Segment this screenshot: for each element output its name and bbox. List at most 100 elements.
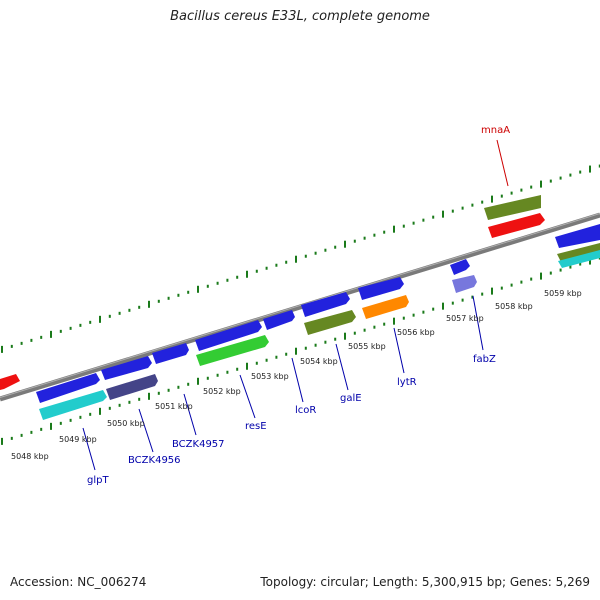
scale-label: 5055 kbp xyxy=(348,342,386,351)
minor-tick xyxy=(559,176,562,180)
minor-tick xyxy=(383,230,386,234)
gene-label: lcoR xyxy=(295,405,316,416)
minor-tick xyxy=(451,209,454,213)
scale-label: 5054 kbp xyxy=(300,357,338,366)
minor-tick xyxy=(412,221,415,225)
major-tick xyxy=(491,287,493,295)
major-tick xyxy=(442,302,444,310)
minor-tick xyxy=(569,265,572,269)
minor-tick xyxy=(226,278,229,282)
minor-tick xyxy=(422,310,425,314)
minor-tick xyxy=(285,260,288,264)
scale-label-group: 5048 kbp 5049 kbp 5050 kbp 5051 kbp 5052… xyxy=(11,289,582,461)
minor-tick xyxy=(40,427,43,431)
minor-tick xyxy=(598,164,600,168)
minor-tick xyxy=(402,224,405,228)
minor-tick xyxy=(236,367,239,371)
gene-label-highlighted: mnaA xyxy=(481,125,510,136)
minor-tick xyxy=(128,308,131,312)
minor-tick xyxy=(520,280,523,284)
gene-label: lytR xyxy=(397,377,417,388)
gene-feature xyxy=(39,390,107,420)
minor-tick xyxy=(353,239,356,243)
minor-tick xyxy=(549,271,552,275)
major-tick xyxy=(344,332,346,340)
major-tick xyxy=(148,392,150,400)
gene-label: BCZK4956 xyxy=(128,455,181,466)
minor-tick xyxy=(20,341,23,345)
minor-tick xyxy=(216,373,219,377)
minor-tick xyxy=(432,215,435,219)
minor-tick xyxy=(500,286,503,290)
scale-label: 5053 kbp xyxy=(251,372,289,381)
minor-tick xyxy=(412,313,415,317)
minor-tick xyxy=(579,170,582,174)
scale-label: 5056 kbp xyxy=(397,328,435,337)
upper-tick-track xyxy=(1,164,600,353)
gene-feature xyxy=(557,243,600,262)
gene-feature xyxy=(362,295,409,319)
minor-tick xyxy=(138,305,141,309)
minor-tick xyxy=(89,412,92,416)
minor-tick xyxy=(422,218,425,222)
minor-tick xyxy=(363,328,366,332)
major-tick xyxy=(589,165,591,173)
accession-text: Accession: NC_006274 xyxy=(10,575,147,589)
gene-feature xyxy=(452,275,477,293)
major-tick xyxy=(50,422,52,430)
genome-backbone-highlight xyxy=(0,213,600,398)
scale-label: 5052 kbp xyxy=(203,387,241,396)
minor-tick xyxy=(432,307,435,311)
major-tick xyxy=(246,270,248,278)
map-title: Bacillus cereus E33L, complete genome xyxy=(170,9,430,24)
minor-tick xyxy=(118,403,121,407)
minor-tick xyxy=(353,331,356,335)
minor-tick xyxy=(157,391,160,395)
minor-tick xyxy=(530,185,533,189)
minor-tick xyxy=(383,322,386,326)
minor-tick xyxy=(79,415,82,419)
gene-label: fabZ xyxy=(473,354,496,365)
minor-tick xyxy=(275,355,278,359)
minor-tick xyxy=(108,314,111,318)
minor-tick xyxy=(177,385,180,389)
minor-tick xyxy=(69,418,72,422)
minor-tick xyxy=(510,283,513,287)
minor-tick xyxy=(255,269,258,273)
minor-tick xyxy=(402,316,405,320)
gene-label: glpT xyxy=(87,475,109,486)
minor-tick xyxy=(314,343,317,347)
minor-tick xyxy=(500,194,503,198)
minor-tick xyxy=(255,361,258,365)
major-tick xyxy=(491,195,493,203)
minor-tick xyxy=(285,352,288,356)
gene-feature xyxy=(358,277,404,300)
major-tick xyxy=(344,240,346,248)
gene-feature xyxy=(0,374,20,390)
scale-label: 5051 kbp xyxy=(155,402,193,411)
major-tick xyxy=(246,362,248,370)
minor-tick xyxy=(530,277,533,281)
minor-tick xyxy=(59,329,62,333)
minor-tick xyxy=(236,275,239,279)
minor-tick xyxy=(187,382,190,386)
minor-tick xyxy=(167,388,170,392)
gene-label: galE xyxy=(340,393,362,404)
minor-tick xyxy=(324,248,327,252)
gene-feature xyxy=(304,310,356,335)
major-tick xyxy=(295,347,297,355)
minor-tick xyxy=(314,251,317,255)
lower-tick-track xyxy=(1,256,600,445)
minor-tick xyxy=(265,358,268,362)
gene-feature xyxy=(484,195,541,220)
major-tick xyxy=(393,317,395,325)
major-tick xyxy=(589,257,591,265)
minor-tick xyxy=(334,245,337,249)
minor-tick xyxy=(304,254,307,258)
minor-tick xyxy=(30,430,33,434)
minor-tick xyxy=(177,293,180,297)
scale-label: 5059 kbp xyxy=(544,289,582,298)
gene-label: resE xyxy=(245,421,267,432)
minor-tick xyxy=(206,376,209,380)
scale-label: 5048 kbp xyxy=(11,452,49,461)
